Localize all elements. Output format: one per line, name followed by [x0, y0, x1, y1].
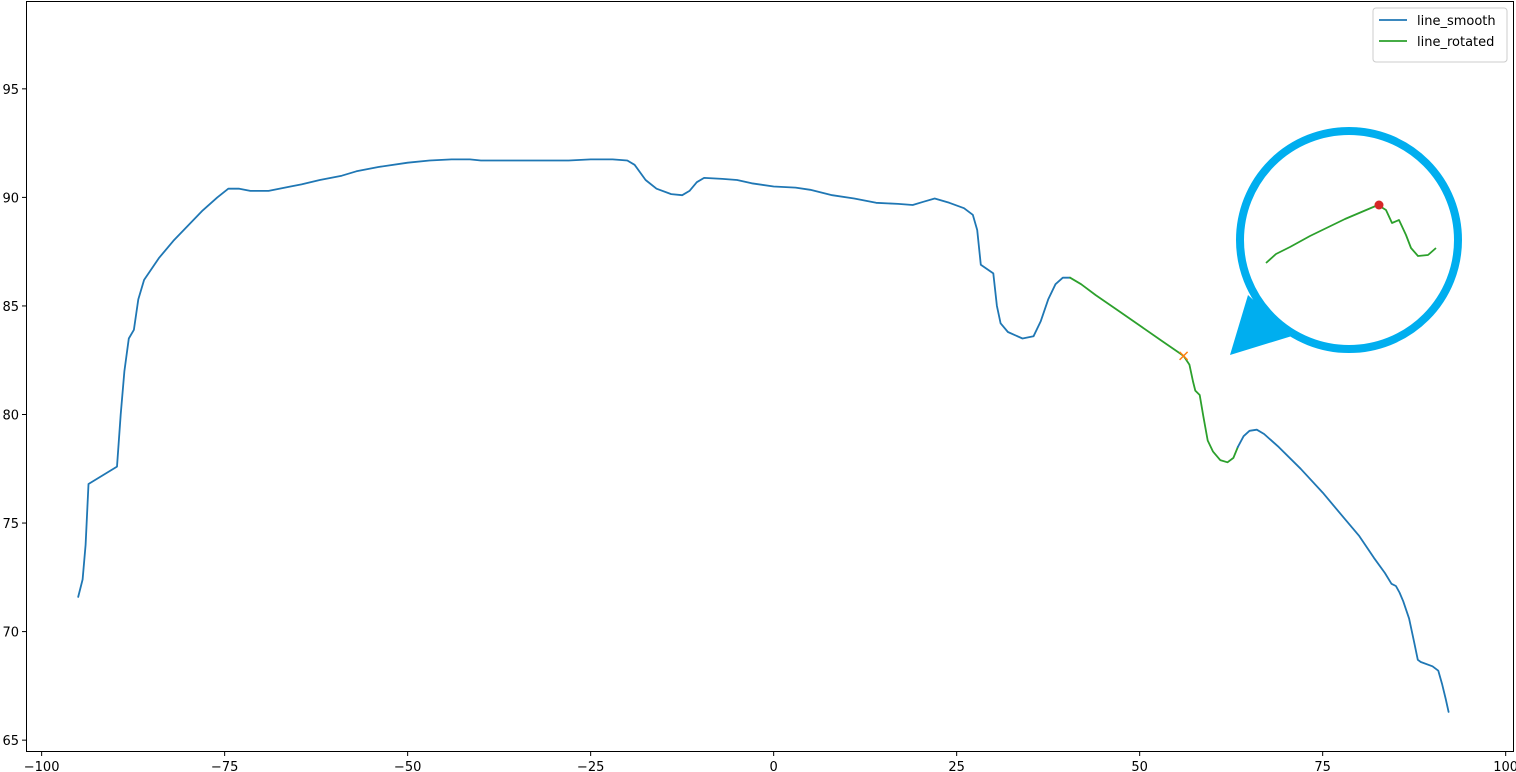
- x-tick-label: −25: [577, 760, 604, 772]
- x-tick-label: 75: [1314, 760, 1331, 772]
- zoom-callout: [1230, 127, 1462, 355]
- series-line-segment-2: [1236, 428, 1450, 713]
- legend-box: [1372, 7, 1508, 63]
- legend: line_smooth line_rotated: [1372, 7, 1508, 63]
- y-tick-label: 85: [2, 300, 19, 315]
- y-tick-label: 90: [2, 191, 19, 206]
- x-tick-label: −75: [211, 760, 238, 772]
- y-tick-label: 75: [2, 517, 19, 532]
- legend-label: line_smooth: [1417, 14, 1496, 29]
- y-tick-label: 70: [2, 626, 19, 641]
- y-tick-label: 80: [2, 408, 19, 423]
- x-tick-label: −100: [24, 760, 60, 772]
- x-axis: −100 −75 −50 −25 0 25 50 75 100: [24, 751, 1516, 772]
- callout-highlight-dot: [1374, 200, 1384, 210]
- series-layer: [77, 158, 1450, 713]
- x-tick-label: −50: [394, 760, 421, 772]
- series-line-line-smooth: [77, 158, 1071, 598]
- x-tick-label: 0: [770, 760, 778, 772]
- x-tick-label: 100: [1493, 760, 1516, 772]
- x-tick-label: 25: [948, 760, 965, 772]
- plot-frame: [26, 1, 1514, 752]
- legend-label: line_rotated: [1417, 35, 1494, 50]
- y-tick-label: 95: [2, 83, 19, 98]
- callout-pointer: [1230, 295, 1292, 355]
- y-axis: 65 70 75 80 85 90 95: [2, 83, 27, 749]
- callout-circle: [1236, 127, 1462, 353]
- series-line-line-rotated: [1069, 276, 1239, 464]
- marker-layer: [1179, 351, 1189, 361]
- callout-zoom-line: [1265, 204, 1437, 264]
- y-tick-label: 65: [2, 734, 19, 749]
- x-tick-label: 50: [1131, 760, 1148, 772]
- x-marker: [1179, 351, 1189, 361]
